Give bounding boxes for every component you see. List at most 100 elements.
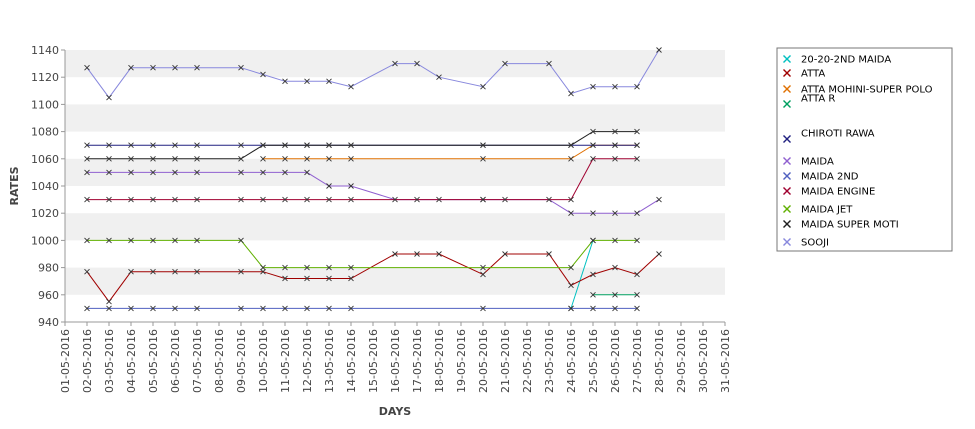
data-point: [84, 196, 90, 203]
legend-box: [776, 47, 953, 252]
y-tick-label: 1000: [31, 234, 59, 247]
legend-label: CHIROTI RAWA: [801, 129, 875, 140]
data-point: [656, 196, 662, 203]
data-point: [172, 142, 178, 149]
data-point: [194, 64, 200, 71]
data-point: [612, 155, 618, 162]
x-tick-label: 10-05-2016: [257, 329, 270, 393]
x-tick-label: 24-05-2016: [565, 329, 578, 393]
data-point: [546, 196, 552, 203]
x-tick-label: 16-05-2016: [389, 329, 402, 393]
x-tick-label: 12-05-2016: [301, 329, 314, 393]
y-tick-label: 1120: [31, 71, 59, 84]
legend-item: MAIDA JET: [783, 205, 853, 216]
x-tick-label: 22-05-2016: [521, 329, 534, 393]
data-point: [128, 237, 134, 244]
data-point: [590, 155, 596, 162]
data-point: [150, 155, 156, 162]
axes: [61, 49, 726, 326]
data-point: [348, 183, 354, 189]
x-tick-label: 02-05-2016: [81, 329, 94, 393]
data-point: [546, 60, 552, 67]
data-point: [634, 83, 640, 90]
x-tick-label: 17-05-2016: [411, 329, 424, 393]
y-tick-label: 940: [38, 316, 59, 329]
legend-marker: [783, 85, 791, 93]
data-point: [326, 155, 332, 162]
data-point: [282, 264, 288, 271]
legend-marker: [783, 220, 791, 228]
x-tick-label: 29-05-2016: [675, 329, 688, 393]
data-point: [304, 305, 310, 312]
data-point: [326, 264, 332, 271]
legend-marker: [783, 205, 791, 213]
grid-band: [65, 104, 725, 132]
data-point: [590, 305, 596, 312]
x-tick-label: 03-05-2016: [103, 329, 116, 393]
data-point: [348, 155, 354, 162]
data-point: [128, 305, 134, 312]
data-point: [502, 60, 508, 67]
legend-item: ATTA: [783, 69, 825, 80]
data-point: [568, 142, 574, 149]
data-point: [150, 268, 156, 275]
data-point: [414, 251, 420, 257]
y-tick-label: 1020: [31, 207, 59, 220]
data-point: [480, 196, 486, 203]
data-point: [656, 251, 662, 257]
x-tick-label: 21-05-2016: [499, 329, 512, 393]
x-tick-label: 31-05-2016: [719, 329, 732, 393]
data-point: [172, 169, 178, 176]
data-point: [590, 291, 596, 298]
data-point: [84, 64, 90, 71]
data-point: [282, 275, 288, 282]
x-tick-label: 08-05-2016: [213, 329, 226, 393]
x-tick-label: 18-05-2016: [433, 329, 446, 393]
legend-item: MAIDA SUPER MOTI: [783, 220, 899, 231]
data-point: [172, 196, 178, 203]
data-point: [392, 60, 398, 67]
y-tick-label: 1040: [31, 180, 59, 193]
legend-label: ATTA R: [801, 94, 835, 105]
data-point: [326, 275, 332, 282]
data-point: [194, 169, 200, 176]
data-point: [128, 196, 134, 203]
data-point: [348, 196, 354, 203]
data-point: [502, 251, 508, 257]
data-point: [612, 291, 618, 298]
legend-item: MAIDA 2ND: [783, 172, 859, 183]
data-point: [260, 169, 266, 176]
data-point: [238, 155, 244, 162]
series-points: [84, 47, 662, 312]
y-tick-label: 980: [38, 262, 59, 275]
data-point: [348, 275, 354, 282]
data-point: [304, 169, 310, 176]
data-point: [282, 155, 288, 162]
data-point: [238, 237, 244, 244]
data-point: [106, 142, 112, 149]
data-point: [238, 305, 244, 312]
data-point: [194, 237, 200, 244]
x-tick-label: 06-05-2016: [169, 329, 182, 393]
data-point: [634, 210, 640, 217]
data-point: [260, 268, 266, 275]
legend-label: ATTA: [801, 69, 825, 80]
data-point: [392, 196, 398, 203]
data-point: [238, 64, 244, 71]
data-point: [106, 155, 112, 162]
legend-marker: [783, 100, 791, 108]
data-point: [436, 74, 442, 81]
data-point: [480, 305, 486, 312]
data-point: [436, 251, 442, 257]
data-point: [172, 268, 178, 275]
data-point: [392, 251, 398, 257]
data-point: [238, 196, 244, 203]
data-point: [304, 275, 310, 282]
y-tick-labels: 940 960 980 1000 1020 1040 1060 1080 1100 1120 114…: [31, 44, 59, 329]
data-point: [150, 196, 156, 203]
data-point: [84, 155, 90, 162]
y-tick-label: 960: [38, 289, 59, 302]
data-point: [480, 142, 486, 149]
data-point: [194, 196, 200, 203]
